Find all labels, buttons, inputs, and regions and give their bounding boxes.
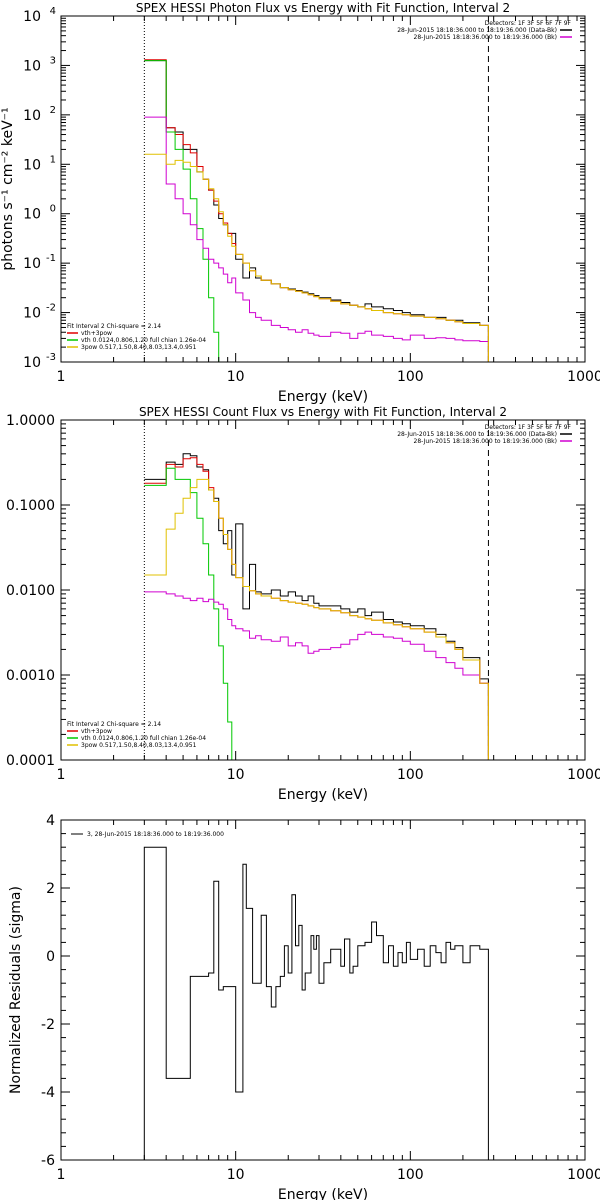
y-tick-exponent: 2 — [50, 105, 56, 116]
plot-area — [143, 420, 489, 760]
legend-entry: 3, 28-Jun-2015 18:18:36.000 to 18:19:36.… — [87, 831, 224, 838]
legend-entry: Detectors: 1F 3F 5F 6F 7F 9F — [485, 20, 572, 27]
y-tick-exponent: -1 — [46, 253, 56, 264]
x-tick-label: 1 — [57, 369, 66, 385]
legend-entry: vth+3pow — [81, 728, 112, 735]
x-tick-label: 1 — [57, 767, 66, 783]
legend-entry: Fit Interval 2 Chi-square = 2.14 — [67, 323, 161, 330]
chart-title: SPEX HESSI Photon Flux vs Energy with Fi… — [136, 1, 510, 15]
y-tick-label: -2 — [41, 1017, 55, 1033]
panel-2: 1 10 100 1000 Energy (keV) 0.0001 0.0010 0.0100… — [6, 405, 600, 803]
y-tick-exponent: 4 — [50, 6, 56, 17]
y-tick-exponent: 1 — [50, 154, 56, 165]
series-line-2 — [144, 59, 489, 362]
x-tick-label: 100 — [397, 767, 424, 783]
y-tick-label: 10 — [23, 108, 41, 124]
y-tick-label: 10 — [23, 355, 41, 371]
y-tick-label: 0 — [46, 949, 55, 965]
x-tick-label: 1 — [57, 1167, 66, 1183]
x-tick-label: 10 — [227, 369, 245, 385]
panel-3: 1 10 100 1000 Energy (keV) -6 -4 -2 0 2 4 Normalize… — [8, 813, 600, 1200]
series-line-4 — [144, 591, 489, 684]
series-line-1 — [144, 453, 489, 760]
series-line-1 — [143, 846, 489, 1160]
x-tick-label: 100 — [397, 1167, 424, 1183]
legend-entry: Fit Interval 2 Chi-square = 2.14 — [67, 721, 161, 728]
legend-entry: 3pow 0.517,1.50,8.40,8.03,13.4,0.951 — [81, 742, 197, 749]
axes-frame — [60, 419, 586, 761]
y-tick-label: 10 — [23, 9, 41, 25]
legend-entry: Detectors: 1F 3F 5F 6F 7F 9F — [485, 424, 572, 431]
axes-frame — [60, 819, 586, 1161]
y-tick-label: -4 — [41, 1085, 55, 1101]
series-line-1 — [144, 60, 489, 362]
legend-entry: 28-Jun-2015 18:18:36.000 to 18:19:36.000… — [414, 34, 557, 41]
x-tick-label: 100 — [397, 369, 424, 385]
axes-frame — [60, 15, 586, 363]
y-axis-label: Normalized Residuals (sigma) — [8, 886, 24, 1094]
legend-entry: 28-Jun-2015 18:18:36.000 to 18:19:36.000… — [414, 438, 557, 445]
legend-entry: 28-Jun-2015 18:18:36.000 to 18:19:36.000… — [397, 27, 557, 34]
y-tick-label: 10 — [23, 207, 41, 223]
x-axis-label: Energy (keV) — [278, 389, 368, 405]
plot-area — [143, 846, 489, 1160]
y-tick-label: 0.0001 — [6, 753, 55, 769]
y-tick-label: 0.1000 — [6, 498, 55, 514]
x-tick-label: 10 — [227, 767, 245, 783]
y-tick-label: 4 — [46, 813, 55, 829]
y-tick-label: 10 — [23, 157, 41, 173]
series-line-5 — [144, 478, 489, 760]
series-line-5 — [144, 153, 489, 362]
series-line-3 — [144, 467, 237, 760]
chart-title: SPEX HESSI Count Flux vs Energy with Fit… — [139, 405, 507, 419]
x-tick-label: 1000 — [567, 369, 600, 385]
legend-entry: vth 0.0124,0.806,1.20 full chian 1.26e-0… — [81, 337, 206, 344]
y-tick-exponent: -2 — [46, 303, 56, 314]
x-axis-label: Energy (keV) — [278, 787, 368, 803]
y-tick-label: 2 — [46, 881, 55, 897]
x-tick-label: 10 — [227, 1167, 245, 1183]
legend-entry: vth+3pow — [81, 330, 112, 337]
y-tick-exponent: 0 — [50, 204, 56, 215]
legend-entry: 3pow 0.517,1.50,8.40,8.03,13.4,0.951 — [81, 344, 197, 351]
y-tick-exponent: 3 — [50, 55, 56, 66]
y-tick-exponent: -3 — [46, 352, 56, 363]
y-tick-label: 0.0010 — [6, 668, 55, 684]
plot-area — [143, 16, 489, 362]
y-tick-label: 1.0000 — [6, 413, 55, 429]
legend-entry: 28-Jun-2015 18:18:36.000 to 18:19:36.000… — [397, 431, 557, 438]
series-line-3 — [144, 60, 220, 362]
y-tick-label: 10 — [23, 306, 41, 322]
y-tick-label: 10 — [23, 256, 41, 272]
series-line-2 — [144, 457, 489, 760]
y-axis-label: photons s⁻¹ cm⁻² keV⁻¹ — [0, 107, 16, 270]
legend-entry: vth 0.0124,0.806,1.20 full chian 1.26e-0… — [81, 735, 206, 742]
y-tick-label: 10 — [23, 58, 41, 74]
y-tick-label: 0.0100 — [6, 583, 55, 599]
y-tick-label: -6 — [41, 1153, 55, 1169]
series-line-4 — [144, 116, 489, 342]
x-axis-label: Energy (keV) — [278, 1187, 368, 1200]
x-tick-label: 1000 — [567, 767, 600, 783]
x-tick-label: 1000 — [567, 1167, 600, 1183]
